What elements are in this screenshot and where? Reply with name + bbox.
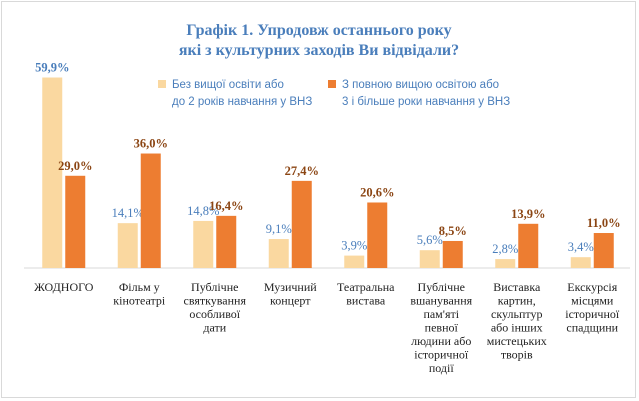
bar-series-a xyxy=(268,239,289,268)
bar-series-b xyxy=(65,175,86,268)
category-label: Екскурсія місцями історичної спадщини xyxy=(565,280,620,335)
data-label-series-b: 8,5% xyxy=(439,224,467,238)
legend: Без вищої освіти або до 2 років навчання… xyxy=(158,79,510,108)
data-label-series-a: 14,1% xyxy=(112,206,144,220)
bar-series-a xyxy=(117,223,138,268)
bar-series-b xyxy=(291,180,312,268)
category-label: Музичний концерт xyxy=(264,280,317,308)
bar-series-b xyxy=(442,240,463,268)
legend-label-series-a-line-1: Без вищої освіти або xyxy=(172,79,284,91)
data-label-series-a: 3,4% xyxy=(568,240,594,254)
bar-series-b xyxy=(140,153,161,268)
data-label-series-a: 5,6% xyxy=(417,233,443,247)
category-label: Виставка картин, скульптур або інших мистець… xyxy=(487,280,547,362)
bar-series-b xyxy=(216,215,237,268)
category-label: ЖОДНОГО xyxy=(34,280,94,294)
legend-label-series-a-line-2: до 2 років навчання у ВНЗ xyxy=(172,96,312,108)
chart-title-line-2: які з культурних заходів Ви відвідали? xyxy=(179,42,459,59)
bar-series-a xyxy=(570,257,591,268)
legend-swatch-series-b xyxy=(328,80,336,88)
category-label: Публічне вшанування пам'яті певної людини аб… xyxy=(410,280,472,375)
bar-series-a xyxy=(419,250,440,268)
legend-label-series-b-line-1: З повною вищою освітою або xyxy=(342,79,499,91)
bar-series-a xyxy=(193,220,214,268)
category-label: Публічне святкування особливої дати xyxy=(184,280,247,335)
legend-swatch-series-a xyxy=(158,80,166,88)
data-label-series-b: 13,9% xyxy=(511,207,545,221)
bar-series-a xyxy=(495,259,516,268)
data-label-series-a: 2,8% xyxy=(492,242,518,256)
bar-series-b xyxy=(518,223,539,268)
data-label-series-b: 20,6% xyxy=(360,185,394,199)
bar-series-b xyxy=(367,202,388,268)
data-label-series-b: 36,0% xyxy=(134,137,168,151)
bar-series-a xyxy=(42,77,63,268)
data-label-series-b: 11,0% xyxy=(587,216,621,230)
legend-label-series-b-line-2: 3 і більше роки навчання у ВНЗ xyxy=(342,96,510,108)
data-label-series-b: 27,4% xyxy=(285,164,319,178)
data-label-series-b: 29,0% xyxy=(58,159,92,173)
data-label-series-a: 59,9% xyxy=(35,61,69,75)
category-label: Фільм у кінотеатрі xyxy=(113,280,166,308)
data-label-series-a: 3,9% xyxy=(341,239,367,253)
bar-series-a xyxy=(344,255,365,268)
plot-area: 59,9% 29,0% ЖОДНОГО 14,1% 36,0% Фільм у кіноте… xyxy=(24,61,630,375)
category-label: Театральна вистава xyxy=(337,280,395,308)
data-label-series-b: 16,4% xyxy=(209,199,243,213)
data-label-series-a: 14,8% xyxy=(187,204,219,218)
bar-series-b xyxy=(593,233,614,268)
data-label-series-a: 9,1% xyxy=(266,222,292,236)
chart-title-line-1: Графік 1. Упродовж останнього року xyxy=(186,22,451,39)
